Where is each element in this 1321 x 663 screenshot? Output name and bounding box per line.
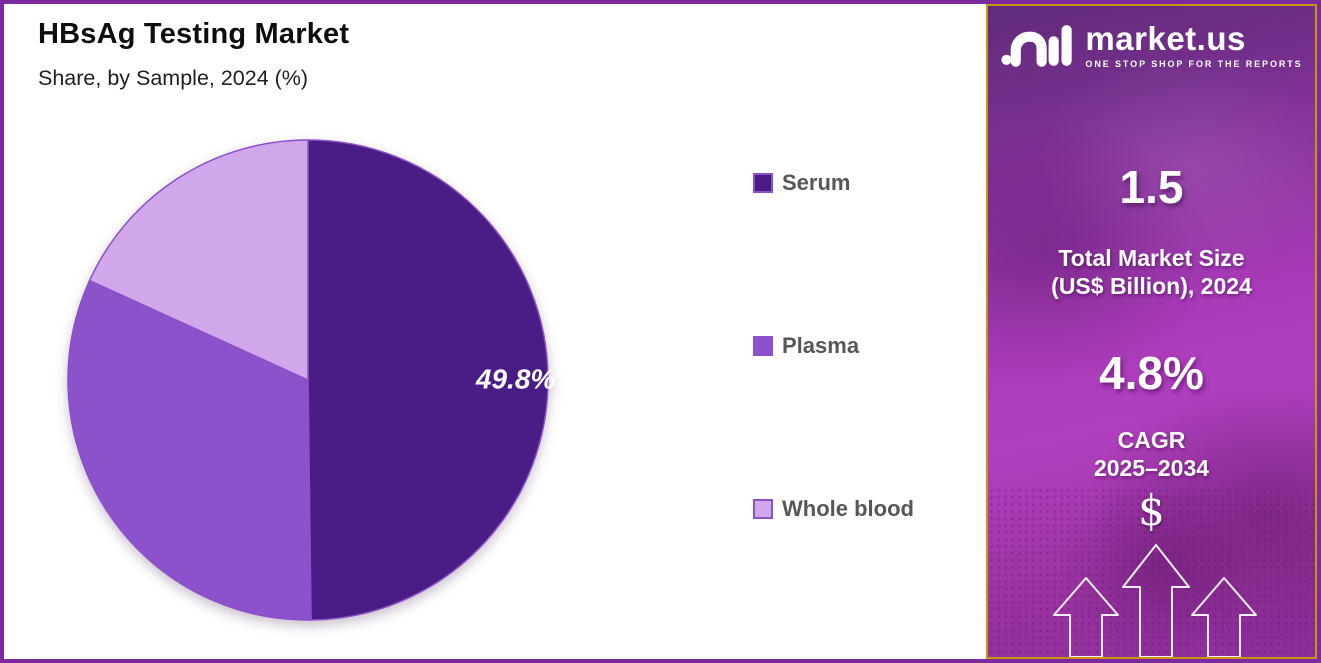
page-title: HBsAg Testing Market bbox=[38, 18, 350, 50]
brand-name: market.us bbox=[1085, 19, 1246, 57]
pie-slice-plasma bbox=[67, 279, 312, 621]
logo-text: market.us ONE STOP SHOP FOR THE REPORTS bbox=[1085, 22, 1302, 69]
legend-label: Plasma bbox=[782, 333, 860, 358]
market-size-label: Total Market Size (US$ Billion), 2024 bbox=[988, 244, 1315, 300]
cagr-period: 2025–2034 bbox=[1093, 455, 1210, 481]
marketus-logo: market.us ONE STOP SHOP FOR THE REPORTS bbox=[988, 16, 1315, 74]
legend-item-whole-blood: Whole blood bbox=[753, 495, 914, 523]
market-size-value: 1.5 bbox=[1119, 161, 1184, 213]
legend-label: Serum bbox=[782, 170, 851, 195]
market-size-label-line2: (US$ Billion), 2024 bbox=[1051, 273, 1252, 299]
legend-item-plasma: Plasma bbox=[753, 332, 859, 360]
brand-tagline: ONE STOP SHOP FOR THE REPORTS bbox=[1085, 58, 1303, 69]
cagr-value: 4.8% bbox=[1099, 347, 1204, 399]
chart-subtitle: Share, by Sample, 2024 (%) bbox=[38, 66, 309, 90]
marketus-logo-mark-icon bbox=[1001, 25, 1073, 67]
legend-item-serum: Serum bbox=[753, 169, 850, 197]
legend-label: Whole blood bbox=[782, 496, 914, 521]
promo-sidebar: market.us ONE STOP SHOP FOR THE REPORTS … bbox=[986, 4, 1317, 659]
dollar-icon: $ bbox=[1138, 486, 1165, 535]
market-size-label-line1: Total Market Size bbox=[1058, 245, 1245, 271]
pie-chart: 49.8% bbox=[67, 139, 555, 621]
chart-area: HBsAg Testing Market Share, by Sample, 2… bbox=[4, 4, 986, 659]
pie-data-label: 49.8% bbox=[475, 364, 555, 395]
pie-slice-serum bbox=[307, 139, 549, 621]
serum-swatch-icon bbox=[753, 173, 773, 193]
plasma-swatch-icon bbox=[753, 336, 773, 356]
cagr-label: CAGR bbox=[1117, 427, 1186, 453]
whole-blood-swatch-icon bbox=[753, 499, 773, 519]
pie-slice-whole-blood bbox=[88, 139, 309, 382]
chart-legend: Serum Plasma Whole blood bbox=[753, 4, 983, 659]
growth-arrows-icon bbox=[1053, 544, 1257, 657]
